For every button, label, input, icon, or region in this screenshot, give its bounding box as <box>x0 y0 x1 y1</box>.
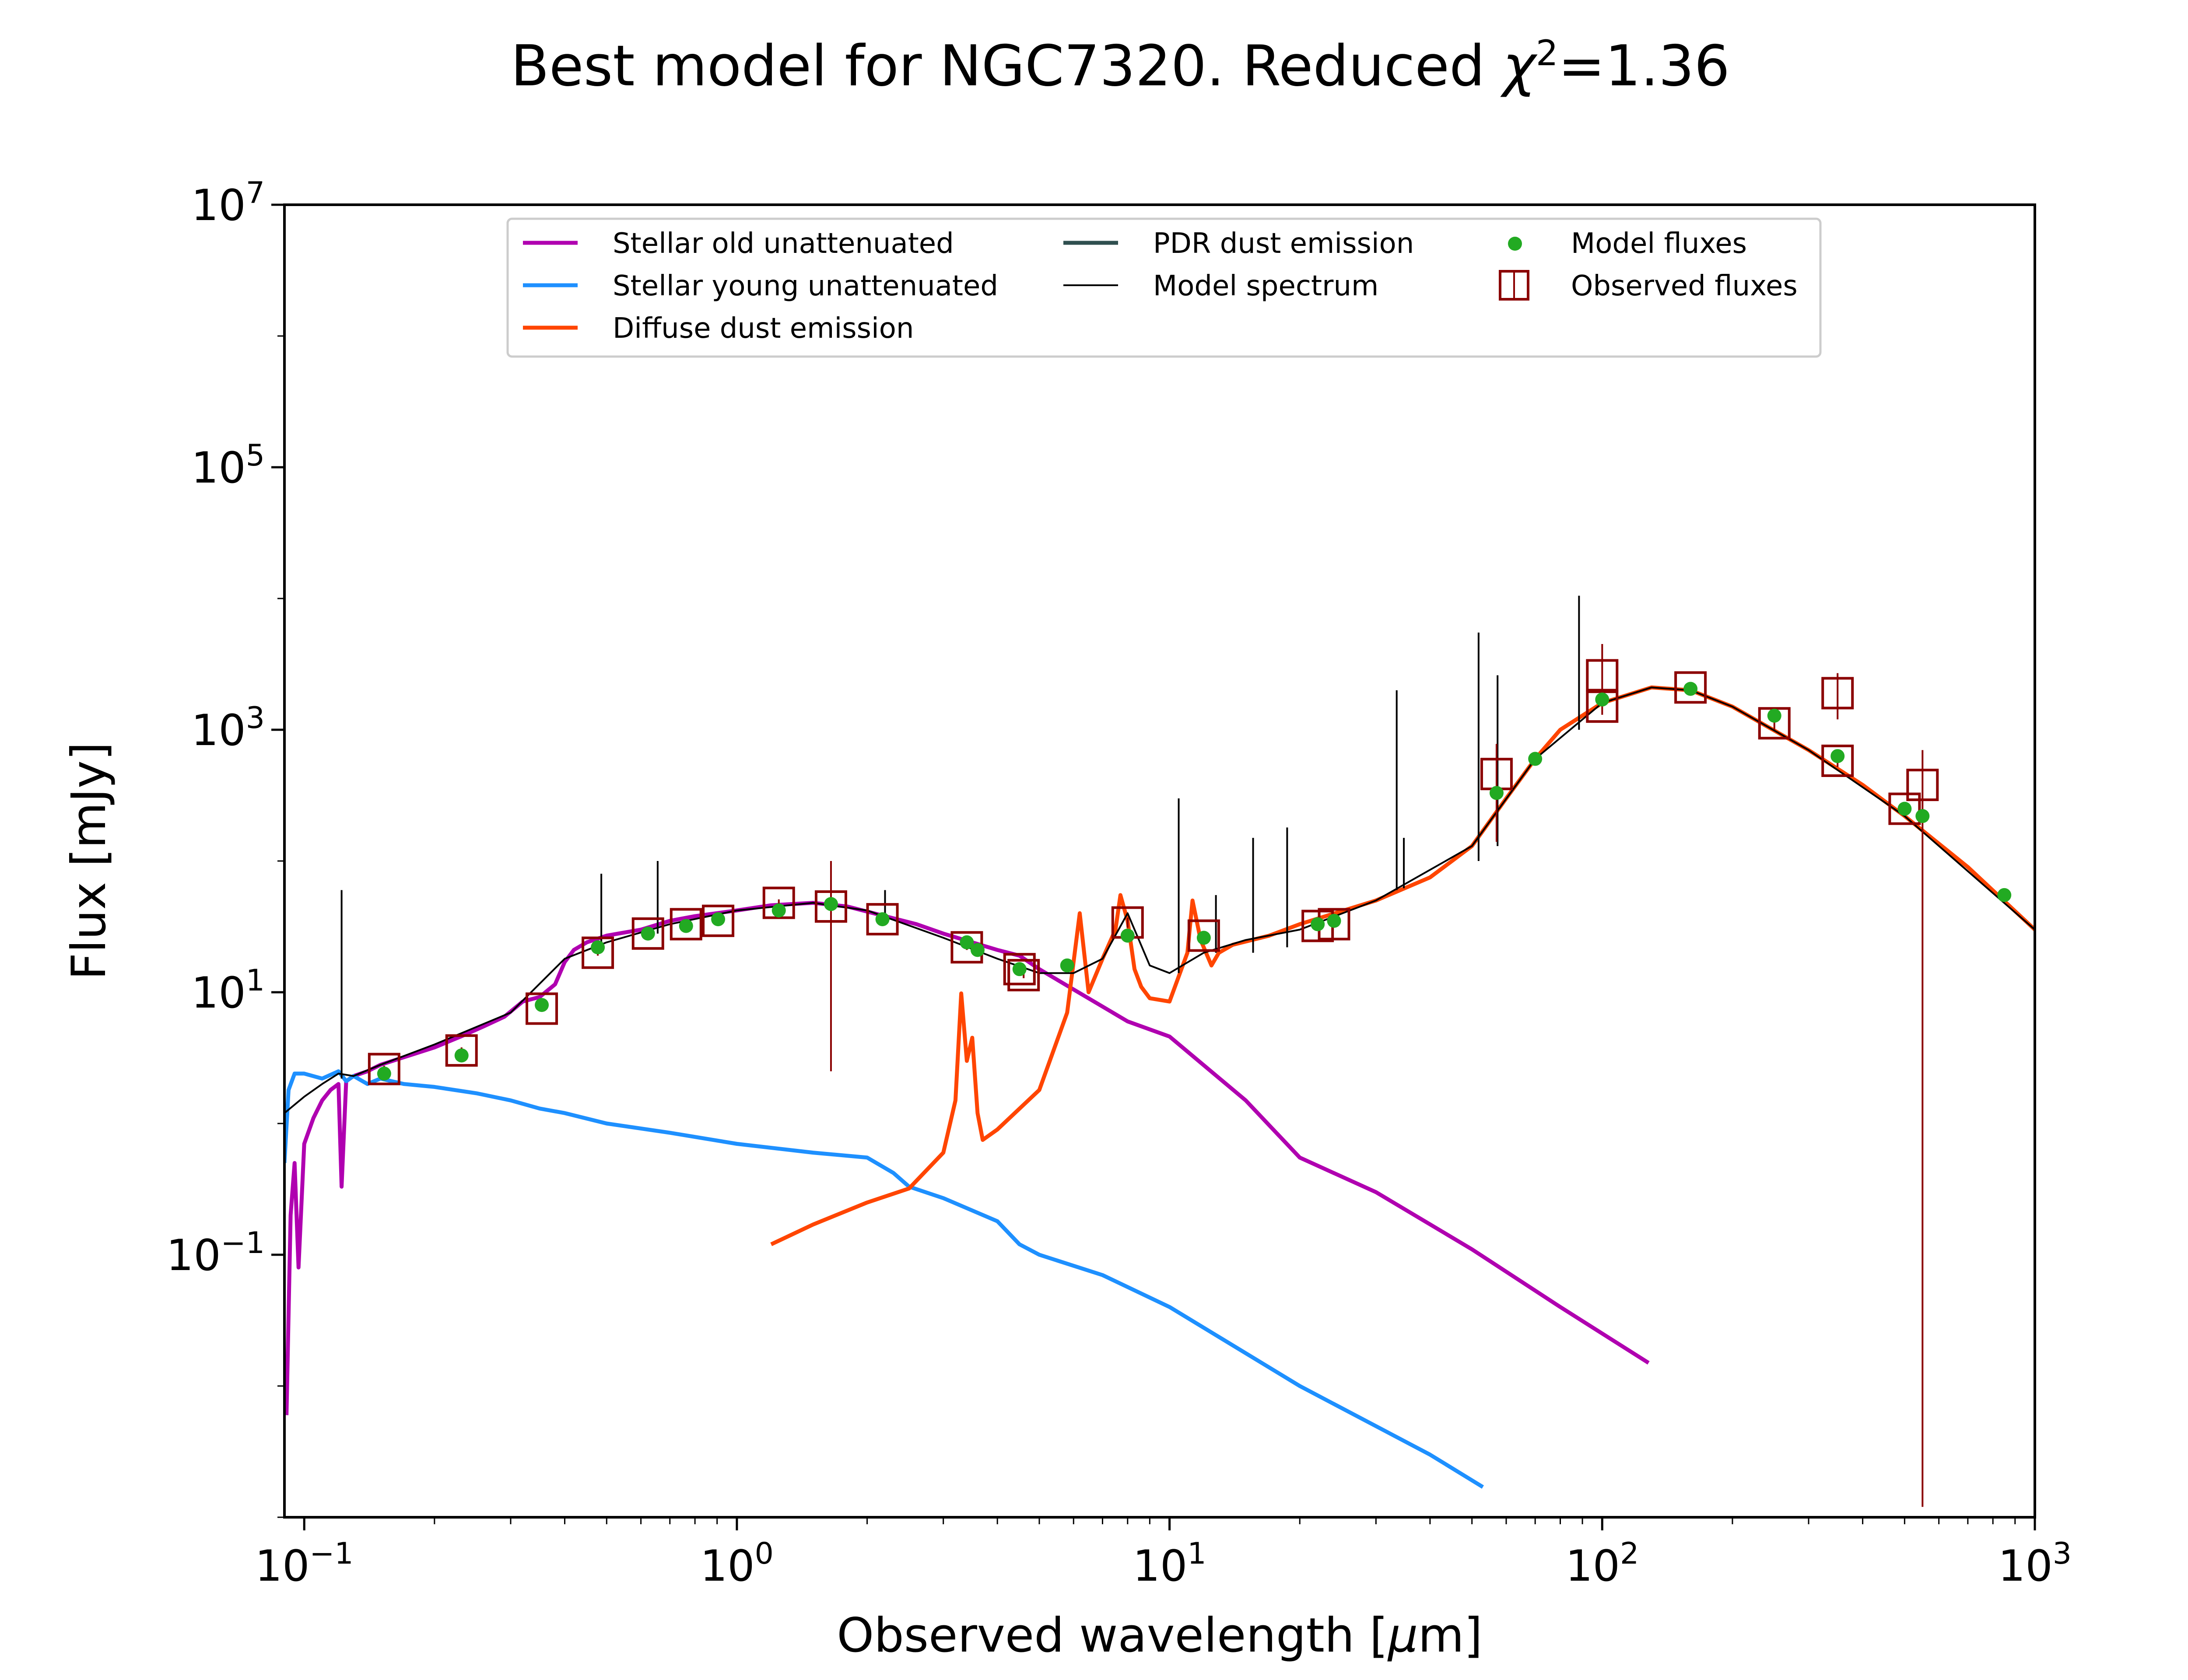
model-flux-point <box>771 903 786 918</box>
x-tick-exponent: 3 <box>2053 1536 2072 1571</box>
legend-label-stellar-old-unattenuated: Stellar old unattenuated <box>613 228 954 260</box>
y-tick-base: 10 <box>191 181 246 231</box>
model-flux-point <box>535 998 549 1012</box>
model-flux-point <box>1683 682 1698 696</box>
model-flux-point <box>1012 962 1027 976</box>
x-tick-base: 10 <box>1998 1541 2053 1591</box>
model-flux-point <box>591 940 605 955</box>
observed-flux-marker <box>526 992 558 1025</box>
model-flux-point <box>970 943 985 957</box>
x-tick-exponent: 2 <box>1620 1536 1639 1571</box>
observed-flux-marker <box>445 1034 478 1067</box>
y-tick-base: 10 <box>166 1231 221 1281</box>
series-line-model-spectrum <box>284 686 2035 1114</box>
model-flux-point <box>377 1066 391 1081</box>
model-flux-point <box>1915 809 1930 823</box>
y-tick-exponent: 1 <box>246 963 265 998</box>
legend-label-model-spectrum: Model spectrum <box>1153 270 1378 302</box>
legend-label-model-fluxes: Model fluxes <box>1571 228 1747 260</box>
observed-flux-marker <box>1586 690 1619 723</box>
model-flux-point <box>1489 786 1504 800</box>
legend-box <box>506 217 1822 358</box>
model-flux-point <box>960 935 974 949</box>
y-tick-exponent: 7 <box>246 176 265 210</box>
y-axis-label: Flux [mJy] <box>62 742 116 980</box>
model-flux-point <box>1196 931 1211 945</box>
legend-label-pdr-dust-emission: PDR dust emission <box>1153 228 1414 260</box>
observed-flux-marker <box>1906 769 1939 802</box>
x-tick-base: 10 <box>1133 1541 1188 1591</box>
observed-flux-marker <box>866 903 899 936</box>
model-flux-point <box>679 919 693 933</box>
y-tick-base: 10 <box>191 968 246 1018</box>
observed-flux-marker <box>1003 953 1036 986</box>
x-tick-base: 10 <box>700 1541 755 1591</box>
model-flux-point <box>1120 928 1135 943</box>
x-tick-label: 103 <box>1998 1536 2072 1592</box>
legend: Stellar old unattenuated Stellar young un… <box>506 217 1822 358</box>
legend-label-stellar-young-unattenuated: Stellar young unattenuated <box>613 270 998 302</box>
model-flux-point <box>1060 958 1074 973</box>
model-flux-point <box>1311 917 1325 931</box>
legend-label-observed-fluxes: Observed fluxes <box>1571 270 1798 302</box>
model-flux-point <box>875 912 890 927</box>
x-tick-exponent: 0 <box>755 1536 774 1571</box>
model-flux-point <box>1528 752 1543 766</box>
y-tick-base: 10 <box>191 706 246 756</box>
y-tick-label: 10−1 <box>166 1226 265 1281</box>
y-tick-label: 105 <box>191 438 265 494</box>
y-tick-label: 107 <box>191 176 265 231</box>
observed-flux-marker <box>1888 792 1921 825</box>
observed-flux-marker <box>814 890 847 923</box>
model-flux-point <box>454 1048 469 1063</box>
y-tick-exponent: 3 <box>246 701 265 735</box>
model-flux-point <box>711 912 726 927</box>
x-tick-label: 101 <box>1133 1536 1206 1592</box>
observed-flux-marker <box>702 904 735 937</box>
series-line-stellar-old-unattenuated <box>284 901 1650 1415</box>
y-tick-label: 103 <box>191 701 265 756</box>
observed-flux-marker <box>1187 919 1220 952</box>
y-tick-exponent: 5 <box>246 438 265 473</box>
x-axis: 10−1 100 101 102 103 <box>255 1517 2072 1591</box>
model-flux-point <box>1595 692 1609 707</box>
observed-flux-marker <box>1821 677 1854 710</box>
model-flux-point <box>1767 708 1781 723</box>
y-tick-exponent: −1 <box>221 1226 265 1260</box>
model-flux-point <box>1830 749 1845 763</box>
model-flux-point <box>1997 888 2012 902</box>
model-flux-point <box>1897 802 1912 816</box>
observed-flux-marker <box>1007 959 1040 991</box>
observed-flux-marker <box>631 917 664 950</box>
x-tick-label: 100 <box>700 1536 774 1592</box>
legend-swatch-model-fluxes <box>1508 237 1522 251</box>
model-flux-point <box>641 926 655 941</box>
model-flux-point <box>824 897 838 911</box>
x-tick-label: 102 <box>1565 1536 1639 1592</box>
observed-flux-marker <box>1821 744 1854 777</box>
observed-flux-marker <box>1586 659 1619 692</box>
legend-label-diffuse-dust-emission: Diffuse dust emission <box>613 312 914 345</box>
chart-title: Best model for NGC7320. Reduced χ2=1.36 <box>511 33 1730 99</box>
x-tick-base: 10 <box>255 1541 310 1591</box>
observed-flux-marker <box>1674 671 1707 704</box>
observed-flux-marker <box>368 1053 400 1085</box>
x-tick-base: 10 <box>1565 1541 1620 1591</box>
y-tick-base: 10 <box>191 443 246 493</box>
x-axis-label: Observed wavelength [μm] <box>837 1608 1483 1663</box>
plot-area <box>284 595 2035 1507</box>
model-flux-point <box>1327 914 1341 928</box>
observed-flux-marker <box>670 908 702 941</box>
x-tick-label: 10−1 <box>255 1536 354 1592</box>
observed-flux-marker <box>762 886 795 919</box>
x-tick-exponent: −1 <box>309 1536 353 1571</box>
x-tick-exponent: 1 <box>1187 1536 1206 1571</box>
observed-flux-marker <box>582 936 614 969</box>
observed-flux-marker <box>1758 707 1791 740</box>
y-tick-label: 101 <box>191 963 265 1018</box>
